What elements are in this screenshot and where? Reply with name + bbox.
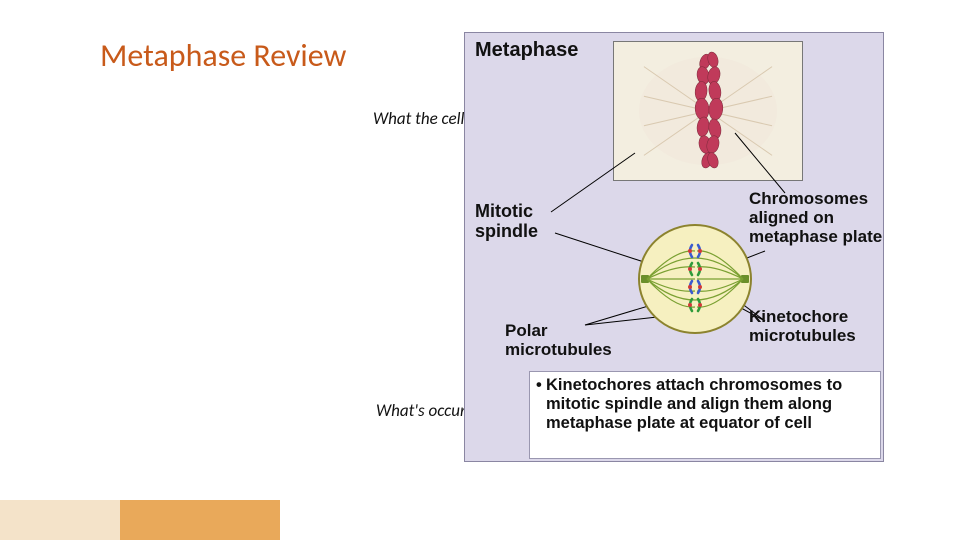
metaphase-figure: Metaphase <box>464 32 884 462</box>
footer-seg-2 <box>120 500 280 540</box>
page-title: Metaphase Review <box>100 38 346 75</box>
label-polar-microtubules: Polar microtubules <box>505 321 635 359</box>
footer-seg-1 <box>0 500 120 540</box>
cell-diagram <box>635 219 755 339</box>
label-kinetochore-microtubules: Kinetochore microtubules <box>749 307 883 345</box>
micrograph-panel <box>613 41 803 181</box>
figure-title: Metaphase <box>475 39 578 62</box>
footer-bar <box>0 500 960 540</box>
description-box: • Kinetochores attach chromosomes to mit… <box>529 371 881 459</box>
label-mitotic-spindle: Mitotic spindle <box>475 201 538 241</box>
description-text: Kinetochores attach chromosomes to mitot… <box>546 376 874 433</box>
micrograph-svg <box>614 42 802 180</box>
label-chromosomes-aligned: Chromosomes aligned on metaphase plate <box>749 189 883 246</box>
